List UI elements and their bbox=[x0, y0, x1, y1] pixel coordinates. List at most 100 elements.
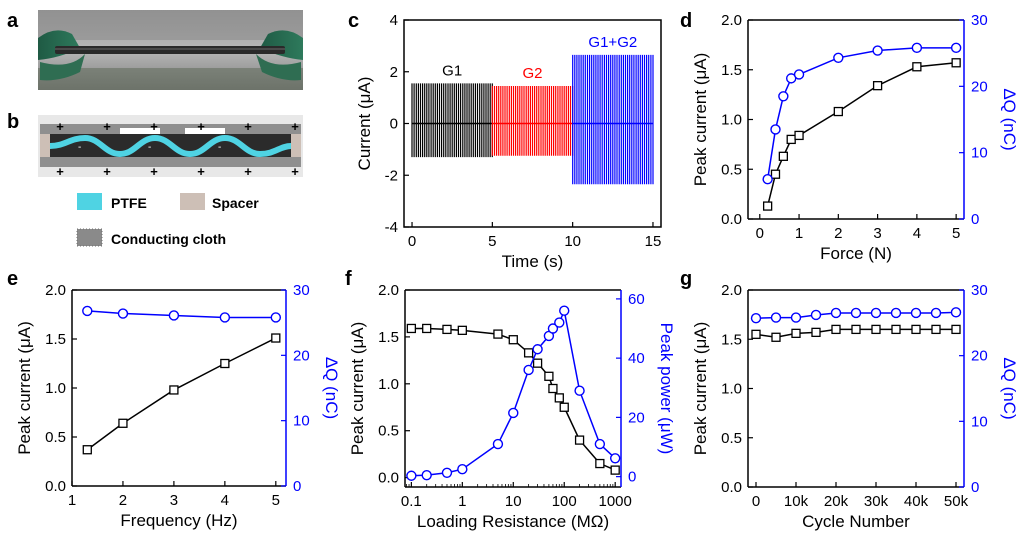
data-point-circle bbox=[786, 73, 797, 84]
svg-text:-: - bbox=[218, 142, 221, 153]
data-point-circle bbox=[850, 307, 862, 319]
y2-axis-label: ΔQ (nC) bbox=[1000, 357, 1018, 419]
data-point-circle bbox=[554, 317, 565, 328]
data-point-square bbox=[771, 332, 781, 342]
data-point-square bbox=[493, 329, 503, 339]
data-point-circle bbox=[117, 308, 129, 319]
x-axis-label: Frequency (Hz) bbox=[120, 511, 237, 530]
y-tick-label: 0 bbox=[390, 116, 398, 133]
chart-d-force: 0 1 2 3 4 5 0.0 0.5 1.0 1.5 2.0 0 10 20 30 Force (N) Pea… bbox=[691, 12, 1018, 263]
y2-tick-label: 10 bbox=[293, 413, 310, 430]
data-point-circle bbox=[870, 307, 882, 319]
y-axis-label: Peak current (μA) bbox=[691, 322, 710, 456]
device-photo-icon bbox=[38, 10, 303, 90]
data-point-square bbox=[931, 324, 941, 335]
chart-g-cycle-number: 0 10k 20k 30k 40k 50k 0.0 0.5 1.0 1.5 2.0 0 10 20 30 Cy… bbox=[691, 282, 1018, 531]
y2-axis-label: ΔQ (nC) bbox=[1000, 88, 1018, 150]
x-tick-label: 40k bbox=[904, 493, 929, 510]
data-point-square bbox=[118, 418, 128, 428]
y2-tick-label: 10 bbox=[971, 413, 988, 430]
y-tick-label: 0.0 bbox=[721, 479, 742, 496]
y2-tick-label: 10 bbox=[971, 145, 988, 162]
x-tick-label: 50k bbox=[944, 493, 969, 510]
y2-axis-label: ΔQ (nC) bbox=[322, 357, 341, 419]
y2-tick-label: 0 bbox=[971, 479, 979, 496]
y-tick-label: 0.5 bbox=[721, 430, 742, 447]
y-axis-label: Peak current (μA) bbox=[691, 53, 710, 187]
chart-e-frequency: 1 2 3 4 5 0.0 0.5 1.0 1.5 2.0 0 10 20 30 Frequency (Hz… bbox=[15, 282, 341, 530]
x-tick-label: 3 bbox=[873, 225, 881, 242]
data-point-square bbox=[872, 81, 883, 91]
y-tick-label: 0.5 bbox=[721, 161, 742, 178]
data-point-circle bbox=[950, 307, 962, 318]
charge-plus: + bbox=[291, 164, 299, 179]
y-tick-label: 2.0 bbox=[721, 12, 742, 29]
y2-tick-label: 40 bbox=[628, 350, 645, 367]
charge-plus: + bbox=[197, 119, 205, 134]
x-tick-label: 3 bbox=[170, 492, 178, 509]
x-tick-label: 10 bbox=[505, 493, 522, 510]
data-point-circle bbox=[219, 312, 231, 323]
data-point-square bbox=[951, 324, 961, 335]
y-axis-label: Current (μA) bbox=[355, 77, 374, 171]
data-point-square bbox=[220, 358, 230, 369]
y2-tick-label: 0 bbox=[628, 469, 636, 486]
svg-text:-: - bbox=[148, 142, 151, 153]
y2-tick-label: 20 bbox=[293, 347, 310, 364]
chart-c-current-vs-time: 0 5 10 15 -4 -2 0 2 4 Time (s) Current (μA) G1 G2 G1+… bbox=[355, 12, 662, 271]
panel-label-d: d bbox=[680, 10, 692, 32]
data-point-square bbox=[442, 324, 452, 335]
data-point-square bbox=[778, 151, 788, 161]
data-point-circle bbox=[770, 124, 781, 135]
y2-tick-label: 30 bbox=[293, 282, 310, 299]
panel-label-b: b bbox=[7, 111, 19, 133]
data-point-square bbox=[912, 62, 922, 72]
data-point-circle bbox=[890, 307, 902, 319]
annotation-g1-g2: G1+G2 bbox=[588, 34, 637, 51]
charge-plus: + bbox=[150, 164, 158, 179]
x-tick-label: 1000 bbox=[599, 493, 632, 510]
x-axis-label: Time (s) bbox=[502, 252, 564, 271]
y-tick-label: 1.5 bbox=[721, 62, 742, 79]
charge-plus: + bbox=[244, 119, 252, 134]
y2-tick-label: 30 bbox=[971, 12, 988, 29]
data-point-square bbox=[523, 348, 534, 358]
y-tick-label: 2 bbox=[390, 64, 398, 81]
data-point-square bbox=[532, 358, 543, 368]
y-tick-label: 1.0 bbox=[378, 376, 399, 393]
data-point-circle bbox=[750, 313, 762, 324]
data-point-square bbox=[595, 458, 605, 469]
charge-plus: + bbox=[103, 119, 111, 134]
signal-g1 bbox=[411, 83, 493, 158]
x-tick-label: 15 bbox=[645, 233, 662, 250]
ptfe-film bbox=[49, 134, 292, 158]
y-tick-label: 1.5 bbox=[721, 331, 742, 348]
y-tick-label: 1.5 bbox=[378, 329, 399, 346]
data-point-square bbox=[508, 335, 518, 345]
data-point-square bbox=[610, 465, 620, 475]
top-conducting-cloth bbox=[40, 124, 301, 134]
data-point-circle bbox=[82, 305, 93, 317]
x-tick-label: 100 bbox=[552, 493, 577, 510]
data-point-circle bbox=[609, 453, 621, 464]
x-tick-label: 10k bbox=[784, 493, 809, 510]
data-point-circle bbox=[492, 438, 504, 450]
signal-g1-g2 bbox=[572, 54, 654, 185]
data-point-circle bbox=[532, 344, 543, 355]
bottom-charges: + + + + + + bbox=[56, 164, 299, 179]
x-tick-label: 0 bbox=[408, 233, 416, 250]
data-point-square bbox=[811, 327, 821, 338]
data-point-circle bbox=[830, 307, 842, 319]
data-point-circle bbox=[762, 173, 773, 185]
y-tick-label: 1.0 bbox=[721, 381, 742, 398]
panel-label-e: e bbox=[7, 268, 18, 290]
data-point-square bbox=[406, 323, 417, 334]
data-point-circle bbox=[594, 438, 606, 450]
data-point-square bbox=[833, 106, 843, 117]
y2-tick-label: 20 bbox=[971, 78, 988, 95]
y-tick-label: 0.0 bbox=[721, 211, 742, 228]
x-tick-label: 5 bbox=[272, 492, 280, 509]
charge-plus: + bbox=[56, 164, 64, 179]
panel-label-c: c bbox=[348, 10, 359, 32]
